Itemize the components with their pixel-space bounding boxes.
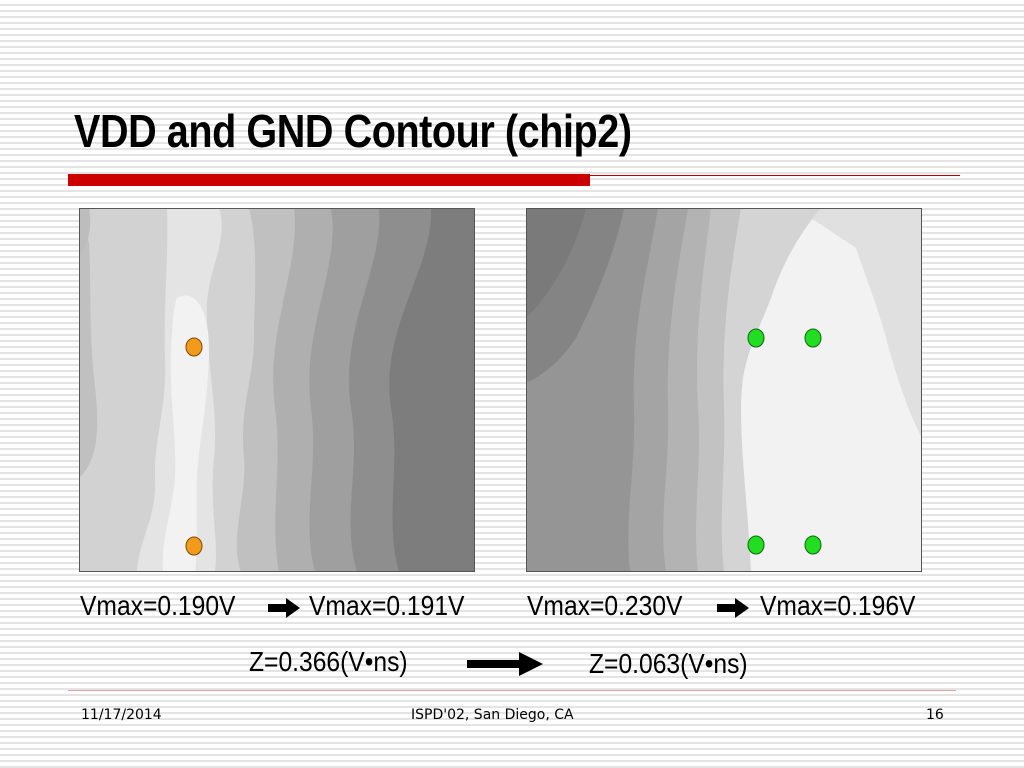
vdd-vmax-before: Vmax=0.190V (80, 590, 236, 621)
z-after: Z=0.063(V•ns) (589, 648, 748, 679)
footer-venue: ISPD'02, San Diego, CA (411, 707, 574, 723)
arrow-right-icon (717, 598, 749, 618)
gnd-pad-marker (804, 535, 822, 555)
vdd-vmax-after: Vmax=0.191V (309, 590, 465, 621)
slide-title: VDD and GND Contour (chip2) (74, 105, 632, 157)
page-number: 16 (926, 707, 944, 723)
gnd-vmax-before: Vmax=0.230V (527, 590, 683, 621)
gnd-pad-marker (804, 328, 822, 348)
title-accent-bar (68, 174, 590, 186)
gnd-vmax-after: Vmax=0.196V (760, 590, 916, 621)
z-before: Z=0.366(V•ns) (249, 646, 408, 677)
long-arrow-right-icon (467, 652, 543, 676)
gnd-pad-marker (747, 328, 765, 348)
footer-divider (68, 690, 956, 691)
vdd-pad-marker (185, 536, 203, 556)
footer-date: 11/17/2014 (81, 707, 162, 723)
vdd-contour-plot (79, 208, 475, 572)
arrow-right-icon (268, 598, 300, 618)
vdd-pad-marker (185, 337, 203, 357)
gnd-pad-marker (747, 535, 765, 555)
gnd-contour-plot (526, 208, 922, 572)
